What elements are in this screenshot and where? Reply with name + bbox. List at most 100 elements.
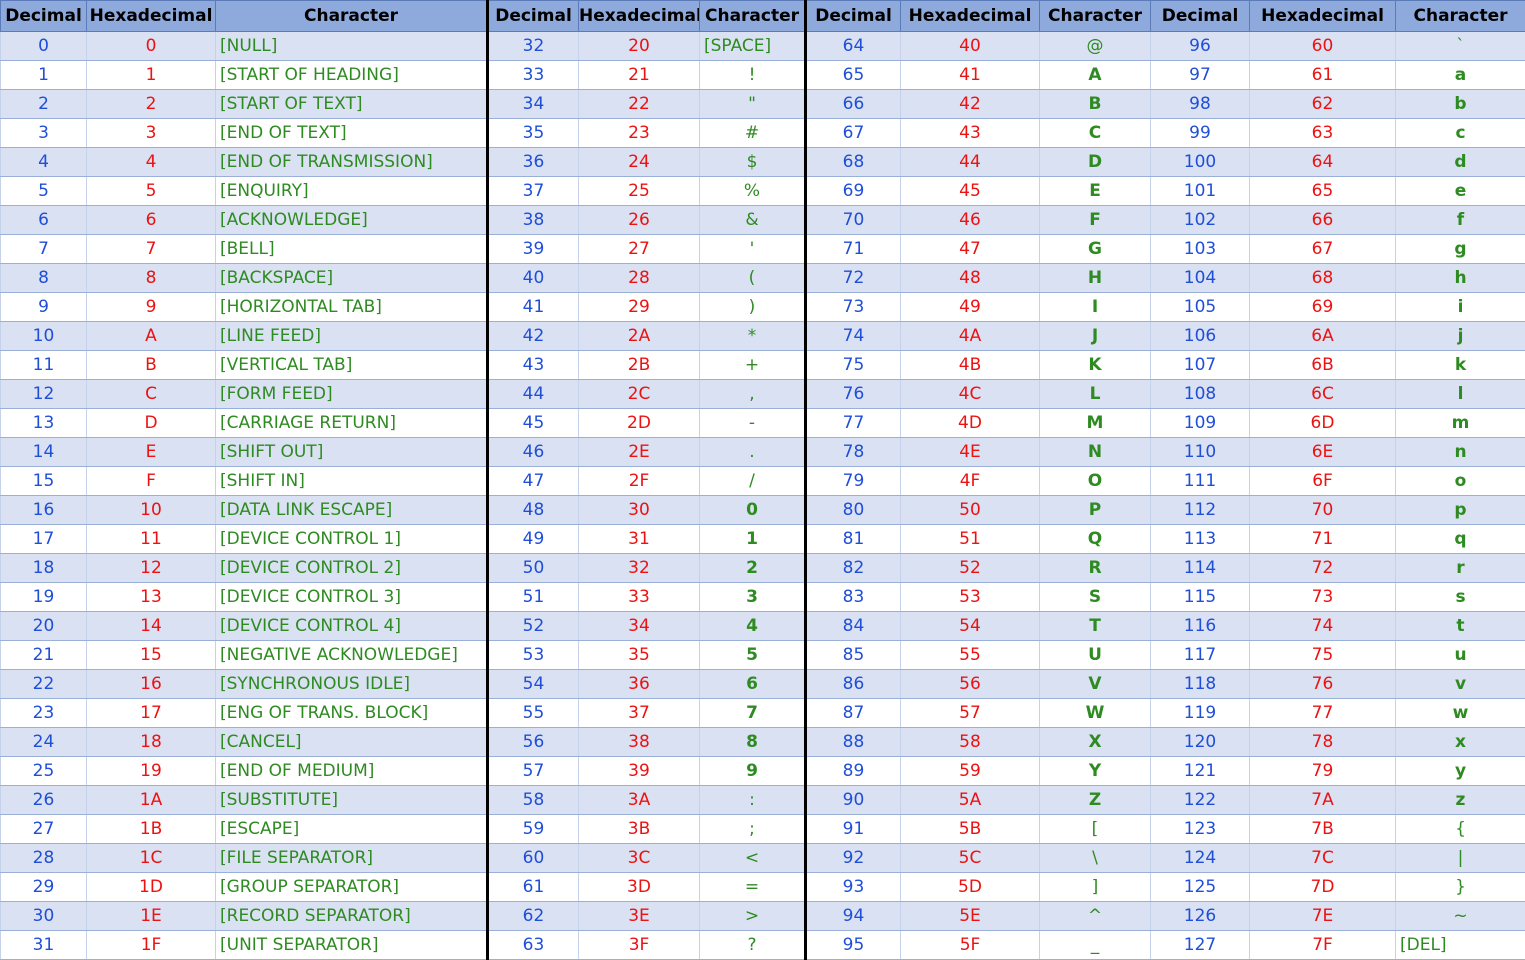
- decimal-cell: 102: [1151, 206, 1250, 235]
- character-cell: k: [1396, 351, 1525, 380]
- character-cell: Z: [1040, 786, 1151, 815]
- hexadecimal-cell: 1: [87, 61, 216, 90]
- column-header-hexadecimal: Hexadecimal: [1250, 1, 1396, 32]
- hexadecimal-cell: 14: [87, 612, 216, 641]
- hexadecimal-cell: 3E: [579, 902, 700, 931]
- hexadecimal-cell: 79: [1250, 757, 1396, 786]
- hexadecimal-cell: 53: [901, 583, 1040, 612]
- character-cell: (: [700, 264, 806, 293]
- decimal-cell: 34: [488, 90, 579, 119]
- hexadecimal-cell: 34: [579, 612, 700, 641]
- decimal-cell: 100: [1151, 148, 1250, 177]
- character-cell: 0: [700, 496, 806, 525]
- character-cell: [ENQUIRY]: [216, 177, 488, 206]
- hexadecimal-cell: 4F: [901, 467, 1040, 496]
- character-cell: N: [1040, 438, 1151, 467]
- table-header: Decimal Hexadecimal Character Decimal He…: [1, 1, 1525, 32]
- hexadecimal-cell: 70: [1250, 496, 1396, 525]
- decimal-cell: 41: [488, 293, 579, 322]
- character-cell: M: [1040, 409, 1151, 438]
- hexadecimal-cell: 3B: [579, 815, 700, 844]
- character-cell: [ENG OF TRANS. BLOCK]: [216, 699, 488, 728]
- character-cell: G: [1040, 235, 1151, 264]
- decimal-cell: 91: [806, 815, 901, 844]
- decimal-cell: 2: [1, 90, 87, 119]
- decimal-cell: 52: [488, 612, 579, 641]
- character-cell: ^: [1040, 902, 1151, 931]
- decimal-cell: 85: [806, 641, 901, 670]
- hexadecimal-cell: 49: [901, 293, 1040, 322]
- hexadecimal-cell: 55: [901, 641, 1040, 670]
- hexadecimal-cell: 3A: [579, 786, 700, 815]
- hexadecimal-cell: 26: [579, 206, 700, 235]
- decimal-cell: 57: [488, 757, 579, 786]
- decimal-cell: 98: [1151, 90, 1250, 119]
- decimal-cell: 47: [488, 467, 579, 496]
- hexadecimal-cell: 1B: [87, 815, 216, 844]
- character-cell: [DEVICE CONTROL 1]: [216, 525, 488, 554]
- decimal-cell: 126: [1151, 902, 1250, 931]
- character-cell: [SUBSTITUTE]: [216, 786, 488, 815]
- character-cell: \: [1040, 844, 1151, 873]
- decimal-cell: 7: [1, 235, 87, 264]
- hexadecimal-cell: 3: [87, 119, 216, 148]
- decimal-cell: 75: [806, 351, 901, 380]
- character-cell: ]: [1040, 873, 1151, 902]
- hexadecimal-cell: 33: [579, 583, 700, 612]
- character-cell: s: [1396, 583, 1525, 612]
- hexadecimal-cell: 6C: [1250, 380, 1396, 409]
- character-cell: +: [700, 351, 806, 380]
- character-cell: m: [1396, 409, 1525, 438]
- hexadecimal-cell: 5A: [901, 786, 1040, 815]
- hexadecimal-cell: 6D: [1250, 409, 1396, 438]
- hexadecimal-cell: 2E: [579, 438, 700, 467]
- hexadecimal-cell: 6F: [1250, 467, 1396, 496]
- character-cell: [DATA LINK ESCAPE]: [216, 496, 488, 525]
- character-cell: D: [1040, 148, 1151, 177]
- hexadecimal-cell: 4B: [901, 351, 1040, 380]
- character-cell: I: [1040, 293, 1151, 322]
- decimal-cell: 3: [1, 119, 87, 148]
- decimal-cell: 0: [1, 32, 87, 61]
- hexadecimal-cell: 37: [579, 699, 700, 728]
- character-cell: @: [1040, 32, 1151, 61]
- character-cell: 3: [700, 583, 806, 612]
- hexadecimal-cell: 4: [87, 148, 216, 177]
- character-cell: [END OF TEXT]: [216, 119, 488, 148]
- decimal-cell: 31: [1, 931, 87, 960]
- hexadecimal-cell: 15: [87, 641, 216, 670]
- character-cell: [ESCAPE]: [216, 815, 488, 844]
- hexadecimal-cell: 29: [579, 293, 700, 322]
- decimal-cell: 77: [806, 409, 901, 438]
- character-cell: :: [700, 786, 806, 815]
- hexadecimal-cell: 66: [1250, 206, 1396, 235]
- hexadecimal-cell: 7: [87, 235, 216, 264]
- hexadecimal-cell: 6B: [1250, 351, 1396, 380]
- hexadecimal-cell: 42: [901, 90, 1040, 119]
- decimal-cell: 17: [1, 525, 87, 554]
- decimal-cell: 123: [1151, 815, 1250, 844]
- hexadecimal-cell: 45: [901, 177, 1040, 206]
- character-cell: l: [1396, 380, 1525, 409]
- decimal-cell: 55: [488, 699, 579, 728]
- decimal-cell: 5: [1, 177, 87, 206]
- hexadecimal-cell: 2D: [579, 409, 700, 438]
- hexadecimal-cell: 6E: [1250, 438, 1396, 467]
- decimal-cell: 56: [488, 728, 579, 757]
- hexadecimal-cell: 75: [1250, 641, 1396, 670]
- decimal-cell: 97: [1151, 61, 1250, 90]
- hexadecimal-cell: 5E: [901, 902, 1040, 931]
- character-cell: [SYNCHRONOUS IDLE]: [216, 670, 488, 699]
- decimal-cell: 8: [1, 264, 87, 293]
- hexadecimal-cell: 17: [87, 699, 216, 728]
- hexadecimal-cell: A: [87, 322, 216, 351]
- hexadecimal-cell: 63: [1250, 119, 1396, 148]
